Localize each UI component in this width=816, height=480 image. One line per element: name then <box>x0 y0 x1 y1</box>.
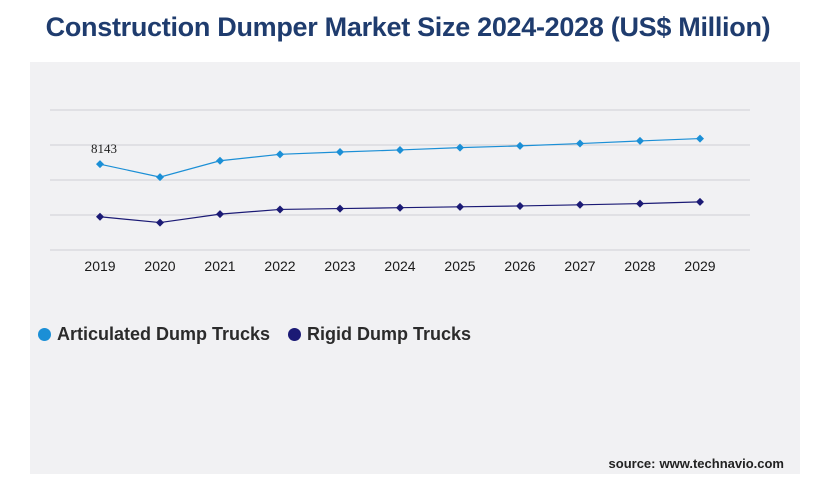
data-point-s1-2027 <box>576 200 584 209</box>
data-labels: 8143 <box>91 141 117 156</box>
data-point-s1-2029 <box>696 197 704 206</box>
source-url: www.technavio.com <box>659 456 785 471</box>
x-tick-label-2025: 2025 <box>444 258 475 274</box>
data-point-s0-2019 <box>96 160 104 169</box>
x-tick-label-2027: 2027 <box>564 258 595 274</box>
legend-label-rigid: Rigid Dump Trucks <box>307 324 472 344</box>
legend-marker-articulated-icon <box>38 328 51 341</box>
legend-label-articulated: Articulated Dump Trucks <box>57 324 271 344</box>
x-tick-label-2028: 2028 <box>624 258 655 274</box>
data-point-s1-2025 <box>456 202 464 211</box>
x-tick-label-2021: 2021 <box>204 258 235 274</box>
data-point-s1-2020 <box>156 218 164 227</box>
chart-title: Construction Dumper Market Size 2024-202… <box>45 12 771 42</box>
data-point-s1-2026 <box>516 201 524 210</box>
data-point-s1-2028 <box>636 199 644 208</box>
data-point-s1-2021 <box>216 210 224 219</box>
data-point-s1-2024 <box>396 203 404 212</box>
data-point-s0-2021 <box>216 156 224 165</box>
x-tick-label-2029: 2029 <box>684 258 715 274</box>
legend-item-rigid: Rigid Dump Trucks <box>288 324 471 345</box>
gridlines <box>50 109 750 251</box>
x-tick-label-2023: 2023 <box>324 258 355 274</box>
data-point-s0-2024 <box>396 145 404 154</box>
data-point-s0-2029 <box>696 134 704 143</box>
data-point-s0-2022 <box>276 150 284 159</box>
data-points <box>96 134 704 227</box>
chart-panel <box>30 62 800 474</box>
series-line-0 <box>99 137 701 178</box>
x-axis-tick-labels: 2019 2020 2021 2022 2023 2024 2025 2026 2027 2028… <box>84 258 715 274</box>
data-point-s0-2025 <box>456 143 464 152</box>
legend-marker-rigid-icon <box>288 328 302 341</box>
x-tick-label-2024: 2024 <box>384 258 415 274</box>
data-point-s0-2023 <box>336 148 344 156</box>
x-tick-label-2022: 2022 <box>264 258 295 274</box>
source-prefix: source: <box>608 456 656 471</box>
source-credit: source: www.technavio.com <box>609 456 784 471</box>
x-tick-label-2020: 2020 <box>144 258 175 274</box>
data-point-s1-2019 <box>96 212 104 221</box>
legend-item-articulated: Articulated Dump Trucks <box>38 324 270 345</box>
data-point-s1-2022 <box>276 205 284 214</box>
data-point-s0-2027 <box>576 139 584 148</box>
data-point-s0-2028 <box>636 136 644 145</box>
x-tick-label-2026: 2026 <box>504 258 535 274</box>
legend: Articulated Dump Trucks Rigid Dump Truck… <box>38 324 471 345</box>
data-point-s1-2023 <box>336 204 344 213</box>
x-tick-label-2019: 2019 <box>84 258 115 274</box>
data-point-s0-2026 <box>516 141 524 150</box>
data-label-0: 8143 <box>91 141 117 156</box>
data-point-s0-2020 <box>156 173 164 182</box>
